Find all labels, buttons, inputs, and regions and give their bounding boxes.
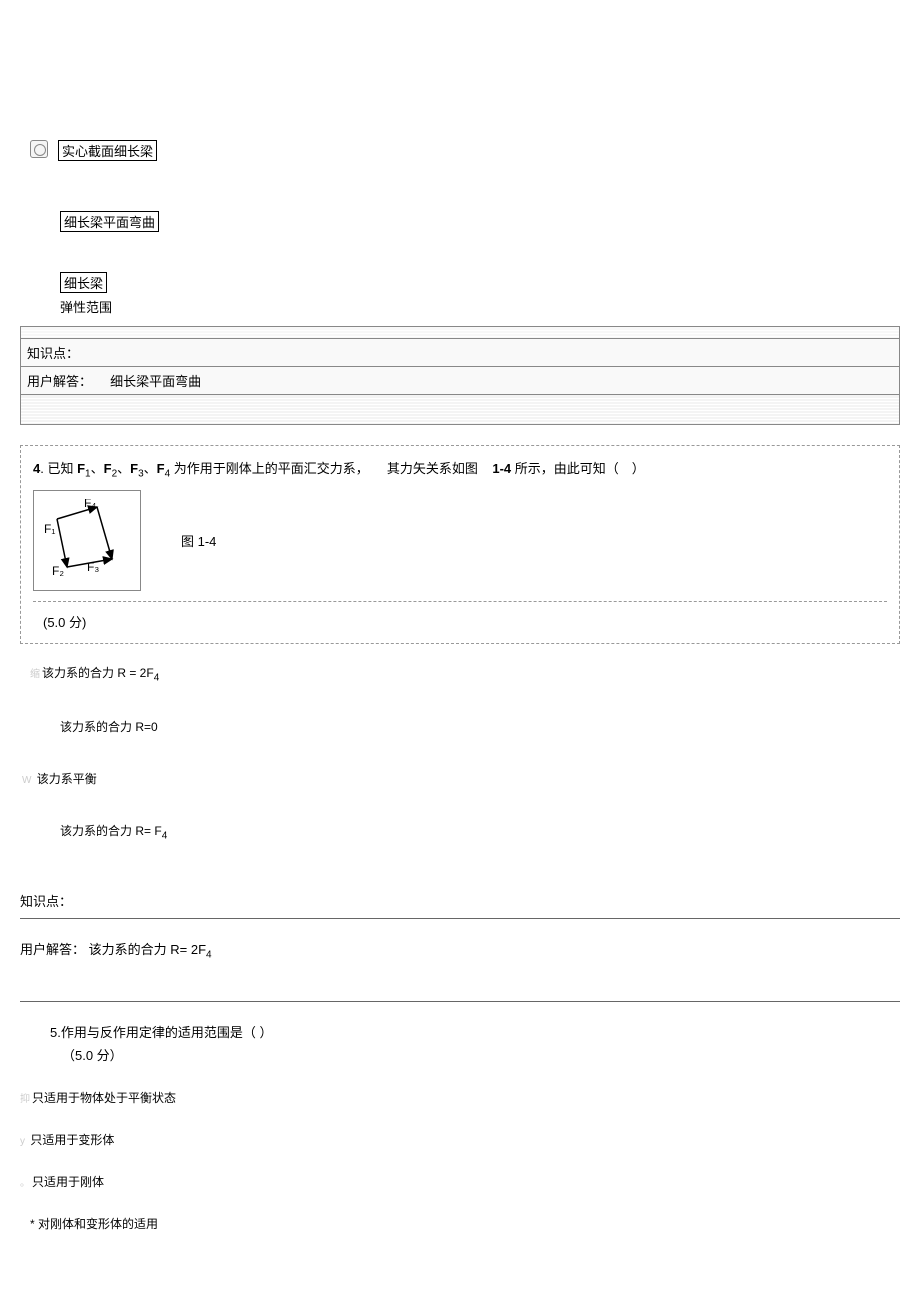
q3-knowledge-label: 知识点： [21, 339, 900, 367]
q4-knowledge-section: 知识点： 用户解答： 该力系的合力 R= 2F4 [20, 891, 900, 1002]
q3-option-a: 实心截面细长梁 [58, 140, 157, 161]
q3-option-c2: 弹性范围 [60, 297, 900, 316]
q4-knowledge-label: 知识点： [20, 891, 900, 910]
q5-score: （5.0 分） [50, 1045, 900, 1064]
q3-option-b-row: 细长梁平面弯曲 [60, 211, 900, 232]
q5-text-row: 5.作用与反作用定律的适用范围是（ ） [50, 1022, 900, 1041]
option-prefix: W [22, 775, 31, 786]
q4-option-b: 该力系的合力 R=0 [20, 718, 900, 735]
q4-option-c: W 该力系平衡 [20, 770, 900, 787]
q3-option-c1: 细长梁 [60, 272, 107, 293]
q5-option-c: 。只适用于刚体 [20, 1173, 900, 1190]
q4-user-answer-row: 用户解答： 该力系的合力 R= 2F4 [20, 939, 900, 961]
q5-option-b: y 只适用于变形体 [20, 1131, 900, 1148]
diagram-f1-label: F₁ [44, 522, 55, 536]
radio-icon[interactable] [30, 140, 48, 158]
q3-user-answer-label: 用户解答： [27, 374, 92, 389]
q4-block: 4. 已知 F1、F2、F3、F4 为作用于刚体上的平面汇交力系， 其力矢关系如… [20, 445, 900, 644]
divider [20, 1001, 900, 1002]
page-container: 实心截面细长梁 细长梁平面弯曲 细长梁 弹性范围 知识点： 用户解答： 细长梁平… [20, 20, 900, 1232]
option-prefix: 抑 [20, 1094, 30, 1105]
table-row: 知识点： [21, 339, 900, 367]
divider [20, 918, 900, 919]
q3-user-answer-value: 细长梁平面弯曲 [110, 374, 201, 389]
table-hatch-row [21, 395, 900, 425]
table-hatch-row [21, 327, 900, 339]
q4-score: (5.0 分) [33, 612, 887, 631]
q4-option-d: 该力系的合力 R= F4 [20, 822, 900, 841]
q4-options: 缩该力系的合力 R = 2F4 该力系的合力 R=0 W 该力系平衡 该力系的合… [20, 664, 900, 842]
q4-figure-label: 图 1-4 [181, 531, 216, 550]
option-prefix: 缩 [30, 669, 40, 680]
q5-options: 抑只适用于物体处于平衡状态 y 只适用于变形体 。只适用于刚体 * 对刚体和变形… [20, 1089, 900, 1232]
q4-user-answer-value: 该力系的合力 R= 2F [89, 942, 206, 957]
q3-answer-table: 知识点： 用户解答： 细长梁平面弯曲 [20, 326, 900, 425]
q4-figure-box: F₄ F₁ F₂ F₃ [33, 490, 141, 591]
diagram-f2-label: F₂ [52, 564, 64, 578]
q4-option-a: 缩该力系的合力 R = 2F4 [20, 664, 900, 683]
q3-option-c-row: 细长梁 [60, 272, 900, 293]
q5-option-d: * 对刚体和变形体的适用 [20, 1215, 900, 1232]
q4-text: 4. 已知 F1、F2、F3、F4 为作用于刚体上的平面汇交力系， 其力矢关系如… [33, 458, 887, 480]
q3-user-answer-cell: 用户解答： 细长梁平面弯曲 [21, 367, 900, 395]
q3-option-a-row: 实心截面细长梁 [20, 140, 900, 161]
q5-block: 5.作用与反作用定律的适用范围是（ ） （5.0 分） [20, 1022, 900, 1064]
force-diagram-svg: F₄ F₁ F₂ F₃ [42, 499, 132, 579]
q3-option-b: 细长梁平面弯曲 [60, 211, 159, 232]
option-prefix: 。 [20, 1178, 30, 1189]
option-prefix: y [20, 1136, 25, 1147]
q5-option-a: 抑只适用于物体处于平衡状态 [20, 1089, 900, 1106]
q4-figure-row: F₄ F₁ F₂ F₃ 图 1-4 [33, 490, 887, 602]
q4-user-answer-label: 用户解答： [20, 942, 85, 957]
table-row: 用户解答： 细长梁平面弯曲 [21, 367, 900, 395]
diagram-f3-label: F₃ [87, 560, 99, 574]
diagram-f4-label: F₄ [84, 499, 96, 510]
